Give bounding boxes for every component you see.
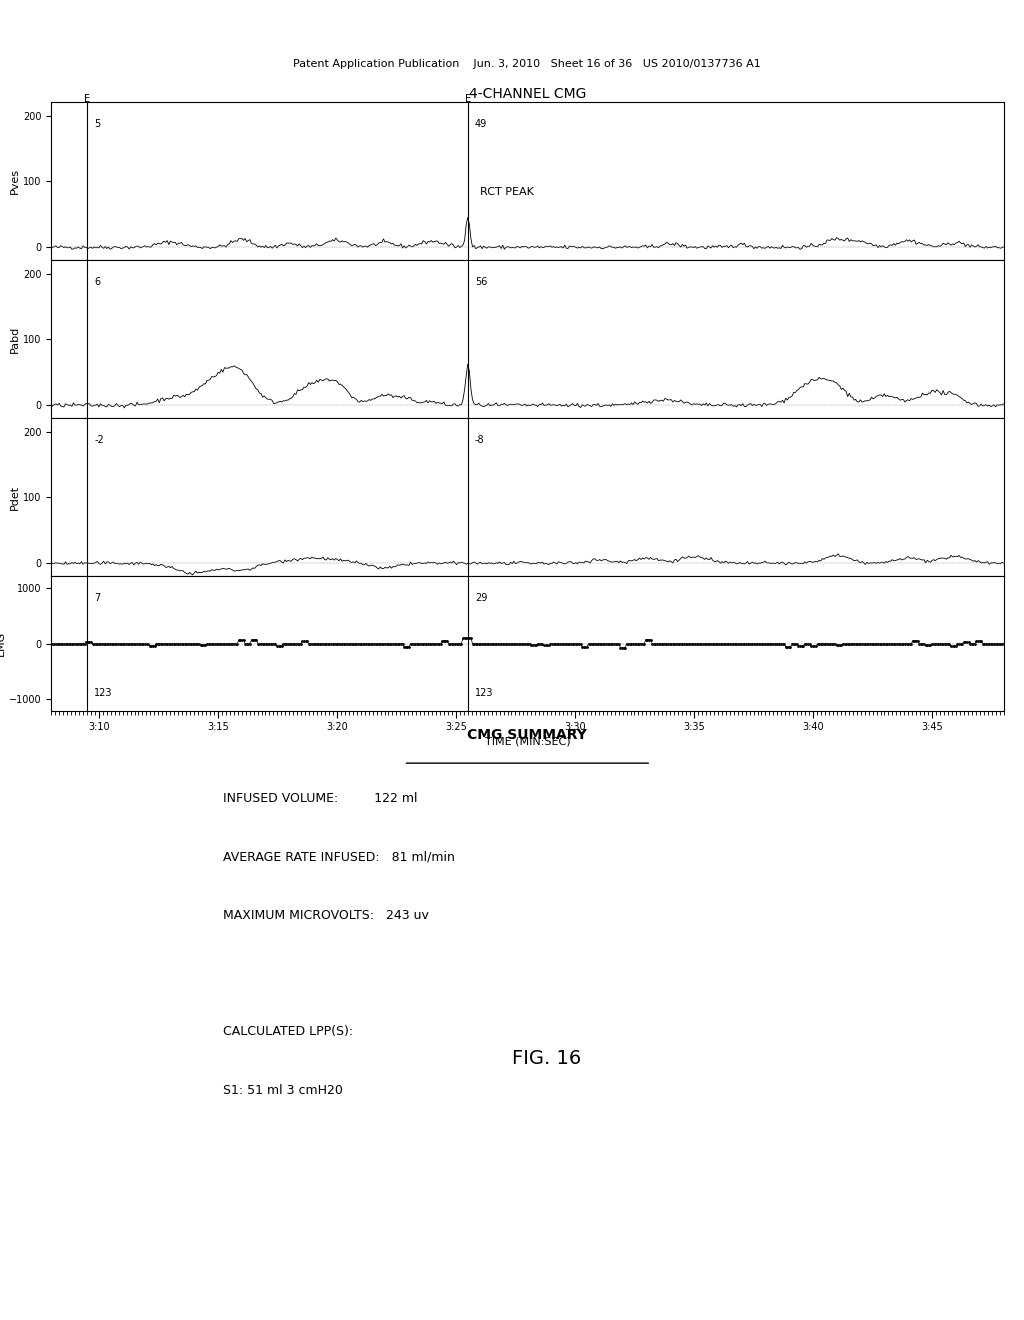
Text: CMG SUMMARY: CMG SUMMARY xyxy=(467,729,588,742)
Text: 5: 5 xyxy=(94,119,100,129)
Text: E: E xyxy=(465,95,471,104)
Text: Patent Application Publication    Jun. 3, 2010   Sheet 16 of 36   US 2010/013773: Patent Application Publication Jun. 3, 2… xyxy=(294,59,761,70)
Text: MAXIMUM MICROVOLTS:   243 uv: MAXIMUM MICROVOLTS: 243 uv xyxy=(222,909,428,921)
Text: 7: 7 xyxy=(94,593,100,603)
Text: RCT PEAK: RCT PEAK xyxy=(480,186,534,197)
Text: AVERAGE RATE INFUSED:   81 ml/min: AVERAGE RATE INFUSED: 81 ml/min xyxy=(222,850,455,863)
Text: CALCULATED LPP(S):: CALCULATED LPP(S): xyxy=(222,1026,352,1039)
Y-axis label: Pdet: Pdet xyxy=(10,484,20,510)
Text: 6: 6 xyxy=(94,277,100,286)
Y-axis label: EMG: EMG xyxy=(0,631,6,656)
Text: FIG. 16: FIG. 16 xyxy=(512,1049,581,1068)
X-axis label: TIME (MIN:SEC): TIME (MIN:SEC) xyxy=(484,737,570,747)
Y-axis label: Pabd: Pabd xyxy=(10,326,20,352)
Text: 49: 49 xyxy=(475,119,487,129)
Text: 29: 29 xyxy=(475,593,487,603)
Y-axis label: Pves: Pves xyxy=(10,169,20,194)
Text: 123: 123 xyxy=(94,688,113,698)
Text: -8: -8 xyxy=(475,434,484,445)
Text: 56: 56 xyxy=(475,277,487,286)
Text: 123: 123 xyxy=(475,688,494,698)
Text: E: E xyxy=(84,95,90,104)
Text: S1: 51 ml 3 cmH20: S1: 51 ml 3 cmH20 xyxy=(222,1084,342,1097)
Text: INFUSED VOLUME:         122 ml: INFUSED VOLUME: 122 ml xyxy=(222,792,417,805)
Text: -2: -2 xyxy=(94,434,103,445)
Title: 4-CHANNEL CMG: 4-CHANNEL CMG xyxy=(469,87,586,102)
